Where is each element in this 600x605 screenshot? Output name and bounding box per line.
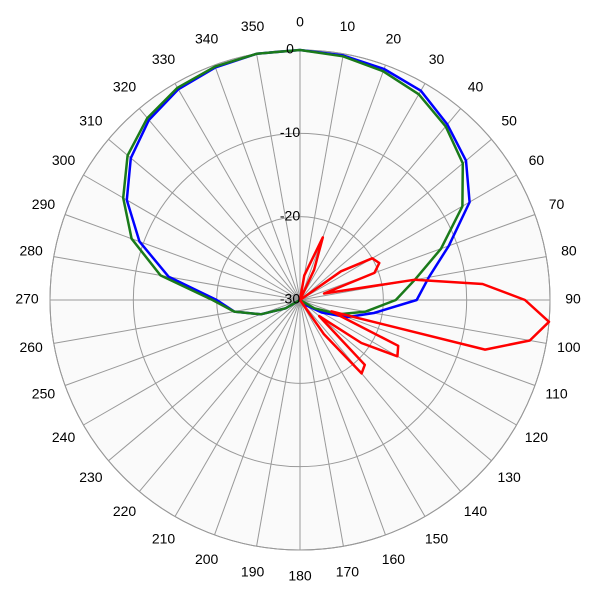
theta-tick-label: 170 [336,563,360,579]
theta-tick-label: 90 [565,291,581,307]
spoke [256,53,301,301]
theta-tick-label: 30 [429,51,445,67]
theta-tick-label: 130 [497,469,521,485]
theta-tick-label: 60 [529,152,545,168]
spoke [299,256,547,301]
theta-tick-label: 230 [79,469,103,485]
theta-tick-label: 200 [195,551,219,567]
theta-tick-label: 300 [52,152,76,168]
theta-tick-label: 270 [15,291,39,307]
theta-tick-label: 40 [468,79,484,95]
spoke [256,299,301,547]
spoke [174,83,301,301]
theta-tick-label: 310 [79,113,103,129]
theta-tick-label: 240 [52,429,76,445]
theta-tick-label: 180 [288,568,312,584]
theta-tick-label: 10 [340,18,356,34]
spoke [299,53,344,301]
theta-tick-label: 320 [113,79,137,95]
spoke [108,138,301,301]
spoke [299,299,517,426]
spoke [299,108,462,301]
r-tick-label: -20 [280,207,300,223]
spoke [299,138,492,301]
theta-tick-label: 290 [32,196,56,212]
theta-tick-label: 140 [464,503,488,519]
spoke [299,174,517,301]
theta-tick-label: 110 [545,385,568,401]
spoke [299,299,492,462]
theta-tick-label: 20 [386,30,402,46]
theta-tick-label: 260 [19,339,43,355]
theta-tick-label: 80 [561,243,577,259]
spoke [214,64,301,301]
spoke [108,299,301,462]
spoke [299,299,462,492]
theta-tick-label: 190 [241,563,265,579]
spoke [53,256,301,301]
theta-tick-label: 50 [501,113,517,129]
series-line [298,236,551,375]
theta-tick-label: 250 [32,385,56,401]
theta-tick-label: 210 [152,531,176,547]
spoke [83,174,301,301]
theta-tick-label: 340 [195,30,219,46]
spoke [299,299,426,517]
spoke [64,214,301,301]
spoke [138,299,301,492]
theta-tick-label: 280 [19,243,43,259]
spoke [214,299,301,536]
theta-tick-label: 0 [296,14,304,30]
spoke [299,83,426,301]
spoke [299,299,344,547]
spoke [83,299,301,426]
r-tick-label: 0 [286,41,294,57]
spoke [53,299,301,344]
spoke [138,108,301,301]
spoke [174,299,301,517]
theta-tick-label: 100 [557,339,581,355]
spoke [299,64,386,301]
spoke [299,299,547,344]
r-tick-label: -10 [280,124,300,140]
theta-tick-label: 70 [549,196,565,212]
theta-tick-label: 120 [525,429,549,445]
spoke [299,299,386,536]
theta-tick-label: 150 [425,531,449,547]
theta-tick-label: 160 [382,551,406,567]
spoke [299,214,536,301]
theta-tick-label: 220 [113,503,137,519]
r-tick-label: -30 [280,291,300,307]
theta-tick-label: 350 [241,18,265,34]
theta-tick-label: 330 [152,51,176,67]
